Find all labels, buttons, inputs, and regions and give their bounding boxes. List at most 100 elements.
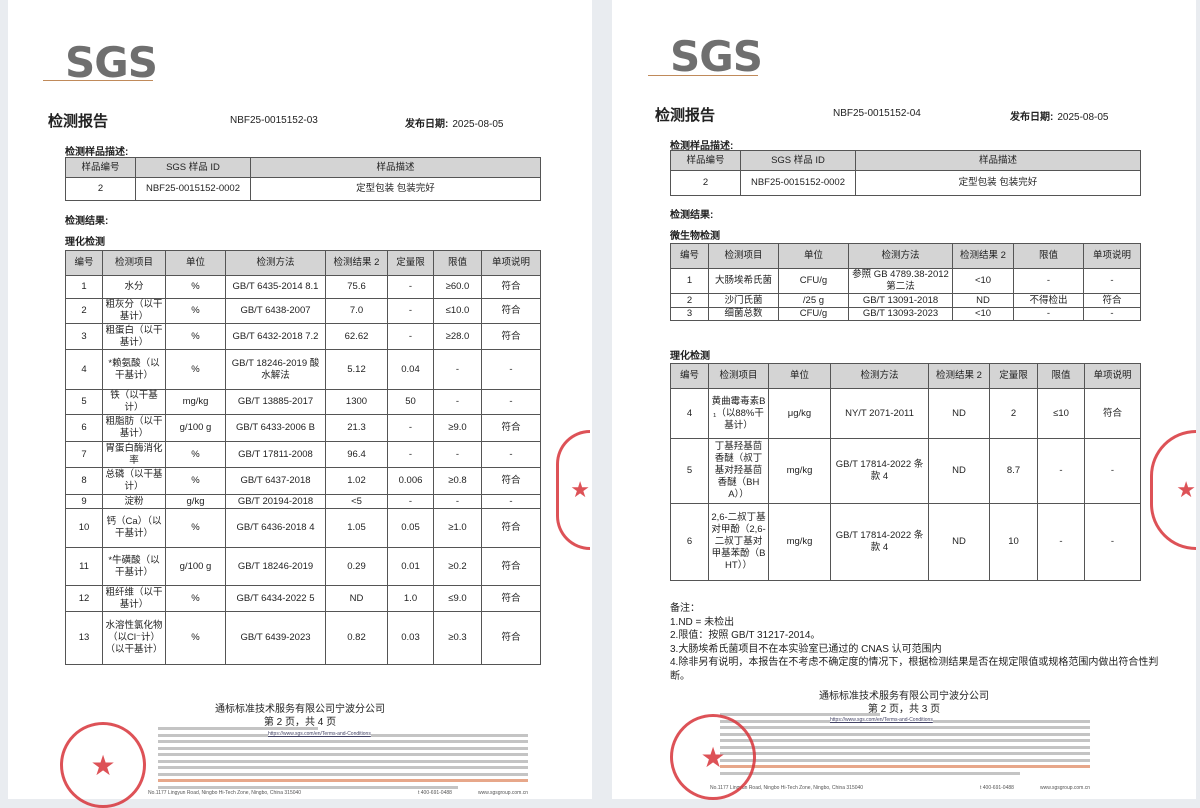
column-header: 单位 <box>768 363 831 389</box>
company-name: 通标标准技术服务有限公司宁波分公司 <box>215 704 385 715</box>
table-cell: 符合 <box>481 585 541 612</box>
table-cell: ND <box>928 388 990 439</box>
table-cell: GB/T 13093-2023 <box>848 307 953 321</box>
table-row: 2 NBF25-0015152-0002 定型包装 包装完好 <box>670 170 1141 196</box>
sgs-logo: SGS <box>670 32 763 81</box>
results-title: 检测结果: <box>65 216 109 227</box>
column-header: 样品编号 <box>65 157 136 178</box>
table-row: 1 水分% GB/T 6435-2014 8.1 75.6- ≥60.0 符合 <box>65 275 541 299</box>
table-cell: 符合 <box>481 298 541 324</box>
table-cell: 1.02 <box>325 467 388 495</box>
table-cell: - <box>387 323 434 350</box>
report-page-left: SGS 检测报告 NBF25-0015152-03 发布日期: 2025-08-05 检测… <box>8 0 592 808</box>
table-cell: 符合 <box>1083 293 1141 308</box>
sample-section-title: 检测样品描述: <box>670 141 734 152</box>
table-header-row: 编号 检测项目 单位 检测方法 检测结果 2 定量限 限值 单项说明 <box>65 250 541 276</box>
note-line: 3.大肠埃希氏菌项目不在本实验室已通过的 CNAS 认可范围内 <box>670 643 942 655</box>
table-cell: % <box>165 441 226 468</box>
star-icon: ★ <box>570 477 590 502</box>
table-cell: <5 <box>325 494 388 509</box>
page-number: 第 2 页，共 4 页 <box>263 717 337 728</box>
table-cell: <10 <box>952 307 1014 321</box>
table-cell: - <box>433 441 482 468</box>
table-row: 5 丁基羟基茴香醚（叔丁基对羟基茴香醚（BHA）） mg/kg GB/T 17814-… <box>670 438 1141 504</box>
table-row: 6 2,6-二叔丁基对甲酚（2,6-二叔丁基对甲基苯酚（BHT）） mg/kg GB/… <box>670 503 1141 581</box>
table-cell: 8 <box>65 467 103 495</box>
issue-date: 发布日期: 2025-08-05 <box>405 115 504 130</box>
table-cell: 75.6 <box>325 275 388 299</box>
terms-link[interactable]: https://www.sgs.com/en/Terms-and-Conditi… <box>830 717 933 723</box>
table-cell: 5.12 <box>325 349 388 390</box>
page-number: 第 2 页，共 3 页 <box>867 704 941 715</box>
table-cell: 1.0 <box>387 585 434 612</box>
table-header-row: 编号 检测项目 单位 检测方法 检测结果 2 限值 单项说明 <box>670 243 1141 269</box>
table-cell: 黄曲霉毒素B₁（以88%干基计） <box>708 388 769 439</box>
fine-print-line <box>720 726 1090 729</box>
table-section-title: 理化检测 <box>65 237 105 248</box>
table-cell: 丁基羟基茴香醚（叔丁基对羟基茴香醚（BHA）） <box>708 438 769 504</box>
table-cell: 1.05 <box>325 508 388 548</box>
table-cell: - <box>481 494 541 509</box>
table-cell: GB/T 13091-2018 <box>848 293 953 308</box>
table-cell: GB/T 6433-2006 B <box>225 414 326 442</box>
table-cell: mg/kg <box>768 438 831 504</box>
table-cell: 粗脂肪（以干基计） <box>102 414 166 442</box>
table-cell: 50 <box>387 389 434 415</box>
table-cell: - <box>433 389 482 415</box>
table-cell: 不得检出 <box>1013 293 1084 308</box>
table-row: 2 NBF25-0015152-0002 定型包装 包装完好 <box>65 177 541 201</box>
table-row: 6 粗脂肪（以干基计） g/100 g GB/T 6433-2006 B 21.3- ≥9… <box>65 414 541 442</box>
table-header-row: 样品编号 SGS 样品 ID 样品描述 <box>670 150 1141 171</box>
table-row: 11 *牛磺酸（以干基计） g/100 g GB/T 18246-2019 0.29 0.… <box>65 547 541 586</box>
table-cell: NY/T 2071-2011 <box>830 388 929 439</box>
table-row: 4 *赖氨酸（以干基计）% GB/T 18246-2019 酸水解法 5.12 0.04… <box>65 349 541 390</box>
column-header: SGS 样品 ID <box>740 150 856 171</box>
table-cell: 3 <box>65 323 103 350</box>
terms-link[interactable]: https://www.sgs.com/en/Terms-and-Conditi… <box>268 731 371 737</box>
table-cell: mg/kg <box>768 503 831 581</box>
table-cell: GB/T 20194-2018 <box>225 494 326 509</box>
column-header: 限值 <box>1037 363 1085 389</box>
table-row: 3 粗蛋白（以干基计）% GB/T 6432-2018 7.2 62.62- ≥28.0… <box>65 323 541 350</box>
column-header: 检测方法 <box>848 243 953 269</box>
fine-print-line <box>720 739 1090 742</box>
table-cell: 0.006 <box>387 467 434 495</box>
fine-print-line <box>158 727 318 730</box>
issue-date-label: 发布日期: <box>405 119 449 130</box>
table-cell: 2 <box>65 298 103 324</box>
fine-print-line <box>158 753 528 756</box>
fine-print-line <box>158 746 528 750</box>
fine-print-line <box>720 758 1090 762</box>
table-cell: 符合 <box>481 547 541 586</box>
company-name: 通标标准技术服务有限公司宁波分公司 <box>819 691 989 702</box>
table-row: 2 粗灰分（以干基计）% GB/T 6438-2007 7.0- ≤10.0 符合 <box>65 298 541 324</box>
website: www.sgsgroup.com.cn <box>478 790 529 796</box>
sample-table: 样品编号 SGS 样品 ID 样品描述 2 NBF25-0015152-0002 定型包装… <box>670 150 1141 196</box>
column-header: 样品描述 <box>250 157 541 178</box>
issue-date-label: 发布日期: <box>1010 112 1054 123</box>
table-cell: - <box>1084 503 1141 581</box>
table-cell: % <box>165 585 226 612</box>
table-cell: - <box>387 494 434 509</box>
results-table: 编号 检测项目 单位 检测方法 检测结果 2 定量限 限值 单项说明 4 黄曲霉毒素B₁（以88%… <box>670 363 1141 581</box>
sample-section-title: 检测样品描述: <box>65 147 129 158</box>
phone: t 400-691-0488 <box>980 785 1014 791</box>
table-cell: - <box>481 349 541 390</box>
official-seal-stamp: ★ <box>60 722 146 808</box>
table-cell: 4 <box>65 349 103 390</box>
fine-print-line <box>720 765 1090 768</box>
table-cell: - <box>387 298 434 324</box>
table-cell: 7 <box>65 441 103 468</box>
table-cell: ≥0.2 <box>433 547 482 586</box>
table-cell: 细菌总数 <box>708 307 779 321</box>
table-cell: % <box>165 298 226 324</box>
fine-print-line <box>720 713 880 716</box>
table-cell: GB/T 6439-2023 <box>225 611 326 665</box>
table-cell: 定型包装 包装完好 <box>250 177 541 201</box>
table-cell: ≤10 <box>1037 388 1085 439</box>
table-cell: 3 <box>670 307 709 321</box>
table-cell: ≥1.0 <box>433 508 482 548</box>
partial-seal-stamp: ★ <box>556 430 590 550</box>
table-cell: 0.04 <box>387 349 434 390</box>
table-cell: 13 <box>65 611 103 665</box>
